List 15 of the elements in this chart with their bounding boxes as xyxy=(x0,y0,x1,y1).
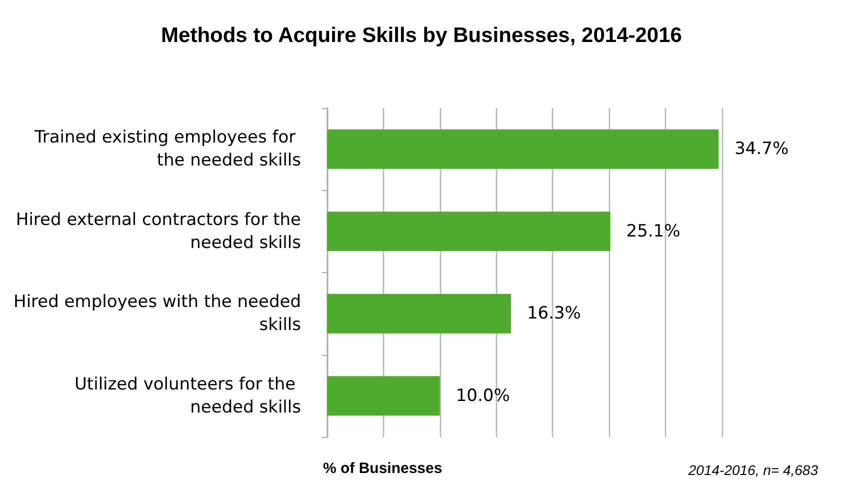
data-label: 16.3% xyxy=(526,304,581,324)
bar xyxy=(327,129,719,169)
data-label: 34.7% xyxy=(734,139,789,160)
y-tick-label: Hired external contractors for the needed skills xyxy=(16,210,302,253)
data-label: 10.0% xyxy=(456,386,510,406)
chart-title: Methods to Acquire Skills by Businesses, 2014-2016 xyxy=(161,24,682,47)
text: 2014-2016, n= 4,683 xyxy=(687,462,818,478)
bar xyxy=(327,376,440,416)
y-tick-label: Trained existing employees for the needed skills xyxy=(33,128,302,171)
bar xyxy=(327,212,610,252)
y-tick-label: Hired employees with the needed skills xyxy=(14,292,302,336)
y-tick-label: Utilized volunteers for the needed skills xyxy=(74,374,302,418)
bar xyxy=(327,294,511,334)
x-axis-title: % of Businesses xyxy=(323,460,442,477)
data-label: 25.1% xyxy=(626,221,680,242)
